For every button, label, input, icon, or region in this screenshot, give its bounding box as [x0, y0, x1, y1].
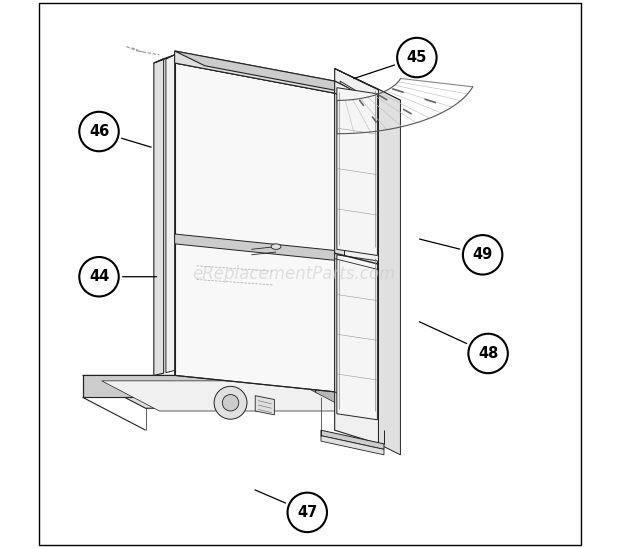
Polygon shape	[255, 396, 275, 415]
Circle shape	[79, 257, 119, 296]
Polygon shape	[335, 68, 401, 100]
Polygon shape	[321, 436, 384, 455]
Circle shape	[79, 112, 119, 151]
Ellipse shape	[271, 244, 281, 249]
Polygon shape	[335, 68, 378, 444]
Polygon shape	[340, 81, 365, 97]
Polygon shape	[154, 59, 164, 375]
Text: 47: 47	[297, 505, 317, 520]
Polygon shape	[154, 55, 175, 63]
Text: 49: 49	[472, 247, 493, 262]
Text: 48: 48	[478, 346, 498, 361]
Polygon shape	[316, 375, 378, 430]
Polygon shape	[321, 430, 384, 449]
Polygon shape	[175, 63, 335, 392]
Circle shape	[223, 395, 239, 411]
Polygon shape	[166, 55, 175, 373]
Polygon shape	[337, 255, 378, 420]
Polygon shape	[335, 81, 365, 108]
Circle shape	[214, 386, 247, 419]
Polygon shape	[335, 93, 345, 397]
Polygon shape	[82, 375, 316, 397]
Polygon shape	[378, 89, 401, 455]
Polygon shape	[175, 234, 335, 260]
Text: 44: 44	[89, 269, 109, 284]
Polygon shape	[175, 51, 335, 93]
Text: 45: 45	[407, 50, 427, 65]
Polygon shape	[337, 88, 378, 255]
Polygon shape	[102, 381, 351, 411]
Circle shape	[468, 334, 508, 373]
Circle shape	[288, 493, 327, 532]
Circle shape	[463, 235, 502, 275]
Text: eReplacementParts.com: eReplacementParts.com	[192, 265, 395, 283]
Polygon shape	[175, 51, 365, 96]
Circle shape	[397, 38, 436, 77]
Text: 46: 46	[89, 124, 109, 139]
Polygon shape	[82, 375, 378, 408]
